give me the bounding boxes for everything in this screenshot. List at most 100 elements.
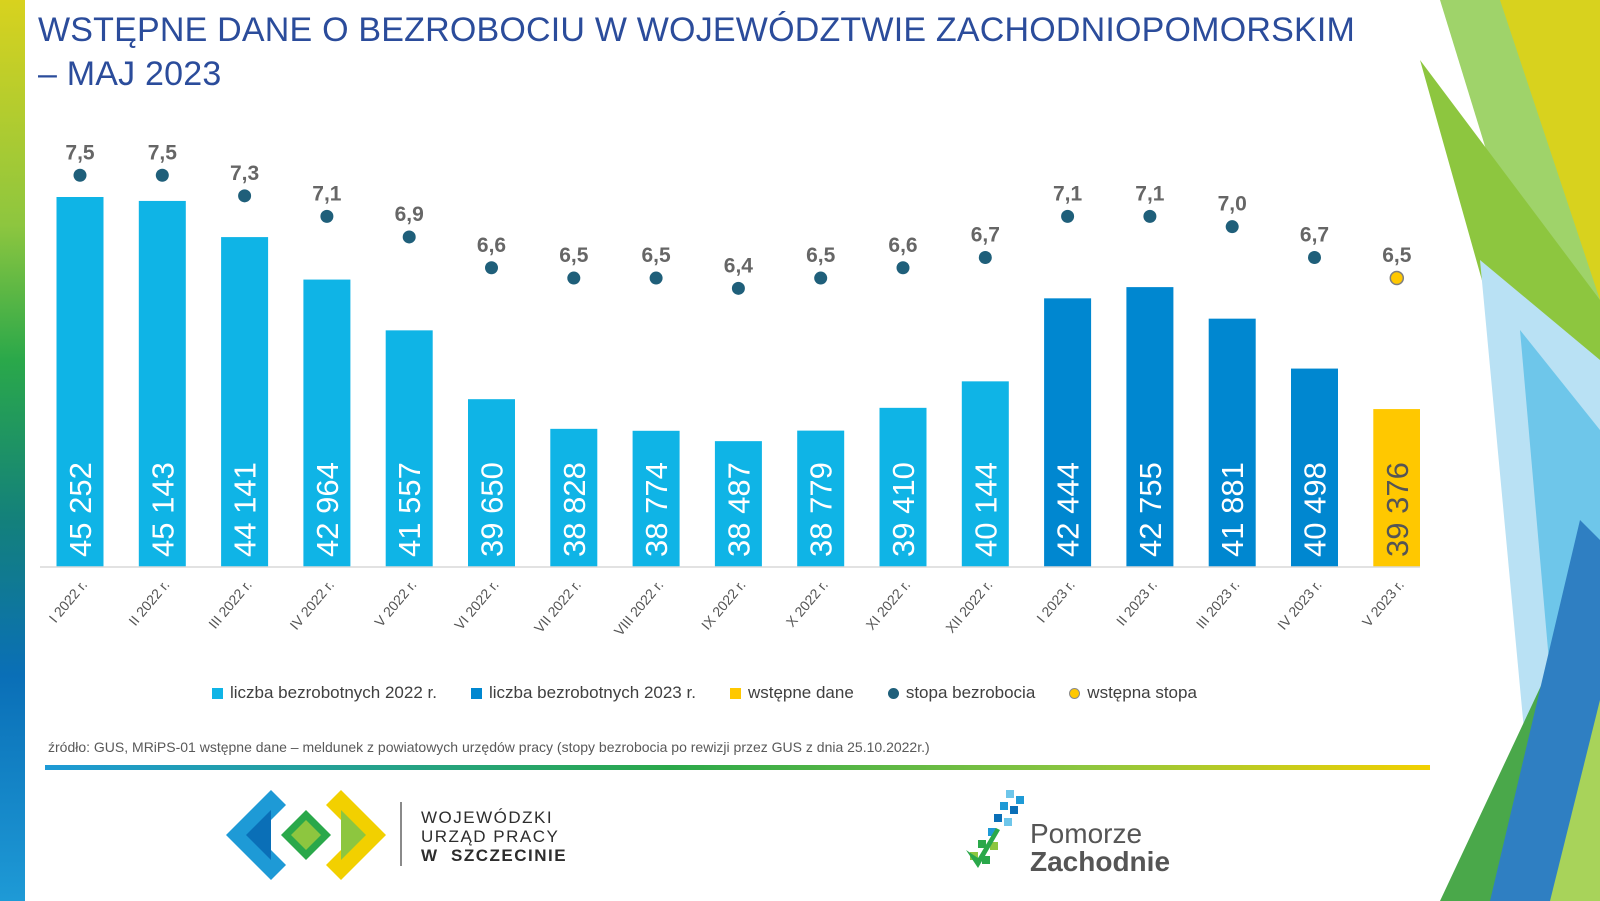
rate-label-5: 6,9 — [395, 203, 424, 226]
wup-line-3-w: W — [421, 846, 439, 865]
rate-label-11: 6,6 — [888, 234, 917, 257]
rate-point-14 — [1143, 209, 1157, 223]
rate-point-8 — [649, 271, 663, 285]
unemployment-chart: 45 252 45 143 44 141 42 964 41 557 39 650 38 8… — [40, 141, 1420, 639]
bar-value-label-9: 38 487 — [721, 462, 756, 557]
bar-11 — [879, 407, 927, 567]
rate-label-8: 6,5 — [641, 244, 671, 267]
bar-3 — [221, 237, 269, 567]
bar-value-label-4: 42 964 — [310, 462, 345, 557]
wup-line-3-city: SZCZECINIE — [451, 846, 568, 865]
legend-swatch-prelim-rate — [1069, 687, 1081, 699]
rate-label-10: 6,5 — [806, 244, 836, 267]
rate-label-17: 6,5 — [1382, 244, 1412, 267]
bar-2 — [138, 200, 186, 567]
legend-swatch-prelim — [729, 687, 741, 699]
bar-value-label-16: 40 498 — [1298, 462, 1333, 557]
bar-16 — [1291, 368, 1338, 567]
rate-label-12: 6,7 — [971, 224, 1000, 247]
legend-swatch-rate — [887, 687, 899, 699]
bar-value-label-7: 38 828 — [557, 462, 592, 557]
rate-label-2: 7,5 — [148, 141, 178, 164]
rate-label-7: 6,5 — [559, 244, 589, 267]
wup-logo-icon — [226, 790, 386, 880]
x-tick-label-13: I 2023 r. — [1033, 577, 1078, 626]
bar-12 — [961, 381, 1009, 567]
rate-label-4: 7,1 — [312, 182, 342, 205]
rate-layer: 7,5 7,5 7,3 7,1 6,9 6,6 6,5 6,5 6,4 6,5 6,6 6,7 7,1 7… — [65, 141, 1412, 295]
rate-label-13: 7,1 — [1053, 182, 1083, 205]
rate-point-11 — [896, 261, 910, 275]
bar-value-label-15: 41 881 — [1215, 462, 1250, 557]
bar-8 — [632, 430, 680, 567]
bar-17 — [1373, 409, 1420, 567]
rate-point-10 — [814, 271, 828, 285]
legend-label-2023: liczba bezrobotnych 2023 r. — [488, 683, 696, 702]
rate-point-17 — [1389, 270, 1405, 286]
rate-point-16 — [1308, 251, 1321, 264]
rate-label-15: 7,0 — [1218, 193, 1247, 216]
bar-5 — [385, 330, 433, 567]
rate-point-3 — [238, 189, 252, 203]
x-tick-label-7: VII 2022 r. — [531, 577, 584, 636]
x-tick-label-1: I 2022 r. — [46, 577, 91, 626]
x-tick-label-5: V 2022 r. — [371, 577, 419, 630]
x-tick-label-6: VI 2022 r. — [451, 577, 502, 633]
rate-point-13 — [1061, 209, 1075, 223]
bar-1 — [56, 196, 104, 567]
bar-value-label-10: 38 779 — [804, 462, 839, 557]
title-line-1: WSTĘPNE DANE O BEZROBOCIU W WOJEWÓDZTWIE… — [38, 11, 1356, 49]
rate-label-3: 7,3 — [230, 162, 259, 185]
rate-point-5 — [402, 230, 416, 244]
bars-layer: 45 252 45 143 44 141 42 964 41 557 39 650 38 8… — [56, 196, 1420, 567]
x-tick-label-16: IV 2023 r. — [1274, 577, 1325, 633]
legend-label-2022: liczba bezrobotnych 2022 r. — [230, 683, 437, 702]
left-decorative-stripe — [0, 0, 25, 901]
bar-value-label-14: 42 755 — [1133, 462, 1168, 557]
rate-point-7 — [567, 271, 581, 285]
rate-point-4 — [320, 209, 334, 223]
legend-label-rate: stopa bezrobocia — [905, 683, 1036, 702]
x-tick-label-3: III 2022 r. — [205, 577, 255, 632]
x-tick-label-8: VIII 2022 r. — [611, 577, 667, 639]
pomorze-zachodnie-logo-text: Pomorze Zachodnie — [1030, 820, 1170, 876]
bar-value-label-8: 38 774 — [639, 462, 674, 557]
rate-point-9 — [731, 281, 745, 295]
bar-13 — [1044, 298, 1092, 567]
bar-value-label-2: 45 143 — [145, 462, 180, 557]
right-decorative-triangles — [1420, 0, 1600, 901]
bar-value-label-13: 42 444 — [1051, 462, 1086, 557]
bar-10 — [797, 430, 845, 567]
pomorze-zachodnie-logo-icon — [966, 790, 1024, 868]
x-tick-label-14: II 2023 r. — [1113, 577, 1160, 629]
x-axis-ticks: I 2022 r. II 2022 r. III 2022 r. IV 2022 r.… — [46, 577, 1408, 639]
rate-point-6 — [485, 261, 498, 275]
legend-label-prelim: wstępne dane — [747, 683, 854, 702]
chart-legend: liczba bezrobotnych 2022 r. liczba bezro… — [212, 683, 1197, 703]
title-line-2: – MAJ 2023 — [38, 55, 222, 93]
bar-value-label-17: 39 376 — [1380, 462, 1415, 557]
x-tick-label-11: XI 2022 r. — [863, 577, 914, 633]
rate-label-9: 6,4 — [724, 254, 754, 277]
source-note: źródło: GUS, MRiPS-01 wstępne dane – mel… — [48, 739, 930, 755]
rate-label-1: 7,5 — [65, 141, 95, 164]
x-tick-label-9: IX 2022 r. — [698, 577, 749, 633]
bar-value-label-5: 41 557 — [392, 462, 427, 557]
rate-point-1 — [73, 168, 87, 182]
wup-logo-divider — [400, 802, 402, 866]
legend-label-prelim-rate: wstępna stopa — [1087, 683, 1197, 702]
x-tick-label-10: X 2022 r. — [783, 577, 831, 630]
bar-value-label-3: 44 141 — [228, 462, 263, 557]
rate-label-14: 7,1 — [1135, 182, 1165, 205]
bar-4 — [303, 279, 351, 567]
bottom-divider-line — [45, 765, 1430, 770]
x-tick-label-17: V 2023 r. — [1359, 577, 1407, 630]
bar-9 — [714, 441, 762, 567]
legend-swatch-2023 — [470, 687, 482, 699]
bar-value-label-11: 39 410 — [886, 462, 921, 557]
legend-item-2022: liczba bezrobotnych 2022 r. — [212, 683, 437, 703]
legend-item-prelim: wstępne dane — [729, 683, 854, 703]
legend-item-rate: stopa bezrobocia — [887, 683, 1036, 703]
rate-point-12 — [978, 251, 992, 264]
pz-line-2: Zachodnie — [1030, 846, 1171, 877]
